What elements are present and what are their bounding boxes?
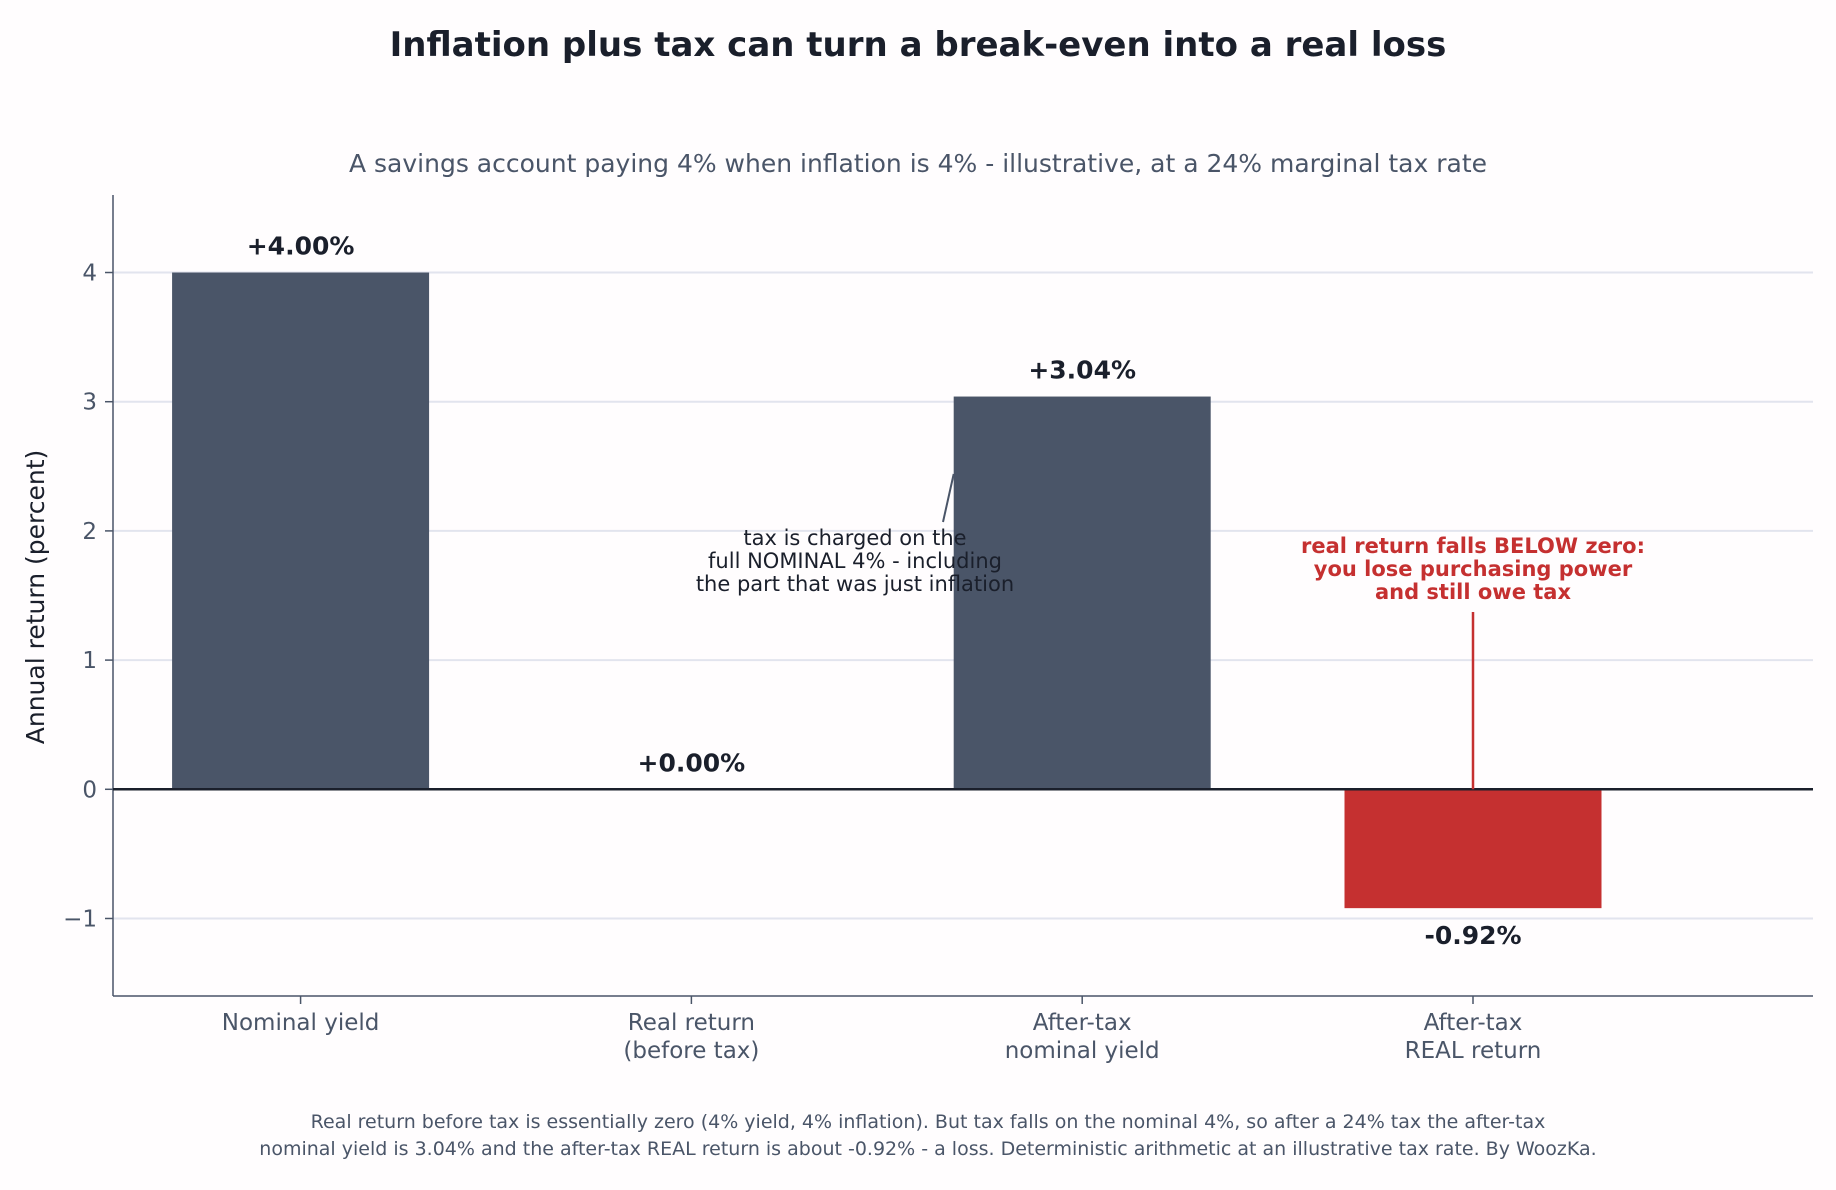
annotation-warning-text: real return falls BELOW zero: (1301, 534, 1645, 558)
x-tick-label: After-tax (1033, 1010, 1132, 1036)
x-tick-label: After-tax (1424, 1010, 1523, 1036)
annotation-arrow (942, 473, 955, 523)
footer-line: Real return before tax is essentially ze… (311, 1111, 1546, 1133)
x-tick-label: Real return (628, 1010, 755, 1036)
chart-title: Inflation plus tax can turn a break-even… (390, 25, 1447, 65)
y-tick-label: 4 (82, 261, 97, 287)
annotation-text: the part that was just inflation (696, 572, 1014, 596)
y-axis-label: Annual return (percent) (21, 450, 50, 745)
y-tick-label: −1 (63, 906, 97, 932)
annotation-warning-text: and still owe tax (1375, 580, 1571, 604)
bars (172, 272, 1602, 909)
x-tick-label: nominal yield (1005, 1038, 1160, 1064)
annotation-text: full NOMINAL 4% - including (708, 549, 1002, 573)
y-tick-label: 2 (82, 519, 97, 545)
annotation-text: tax is charged on the (743, 526, 966, 550)
data-label: -0.92% (1424, 921, 1521, 950)
bar (1344, 789, 1602, 909)
data-labels: +4.00% +0.00% +3.04% -0.92% (247, 232, 1522, 951)
data-label: +4.00% (247, 232, 355, 261)
footer-note: Real return before tax is essentially ze… (259, 1111, 1596, 1160)
annotation-warning-text: you lose purchasing power (1314, 557, 1633, 581)
bar (953, 396, 1211, 790)
footer-line: nominal yield is 3.04% and the after-tax… (259, 1138, 1596, 1160)
x-tick-label: (before tax) (623, 1038, 759, 1064)
axes: −1 0 1 2 3 4 Nominal yield Real return(before t… (63, 195, 1813, 1064)
data-label: +3.04% (1028, 356, 1136, 385)
bar (172, 272, 430, 790)
x-tick-label: REAL return (1405, 1038, 1542, 1064)
y-tick-label: 0 (82, 777, 97, 803)
data-label: +0.00% (638, 748, 746, 777)
y-tick-label: 3 (82, 390, 97, 416)
x-tick-label: Nominal yield (222, 1010, 380, 1036)
y-tick-label: 1 (82, 648, 97, 674)
chart-subtitle: A savings account paying 4% when inflati… (349, 149, 1487, 178)
